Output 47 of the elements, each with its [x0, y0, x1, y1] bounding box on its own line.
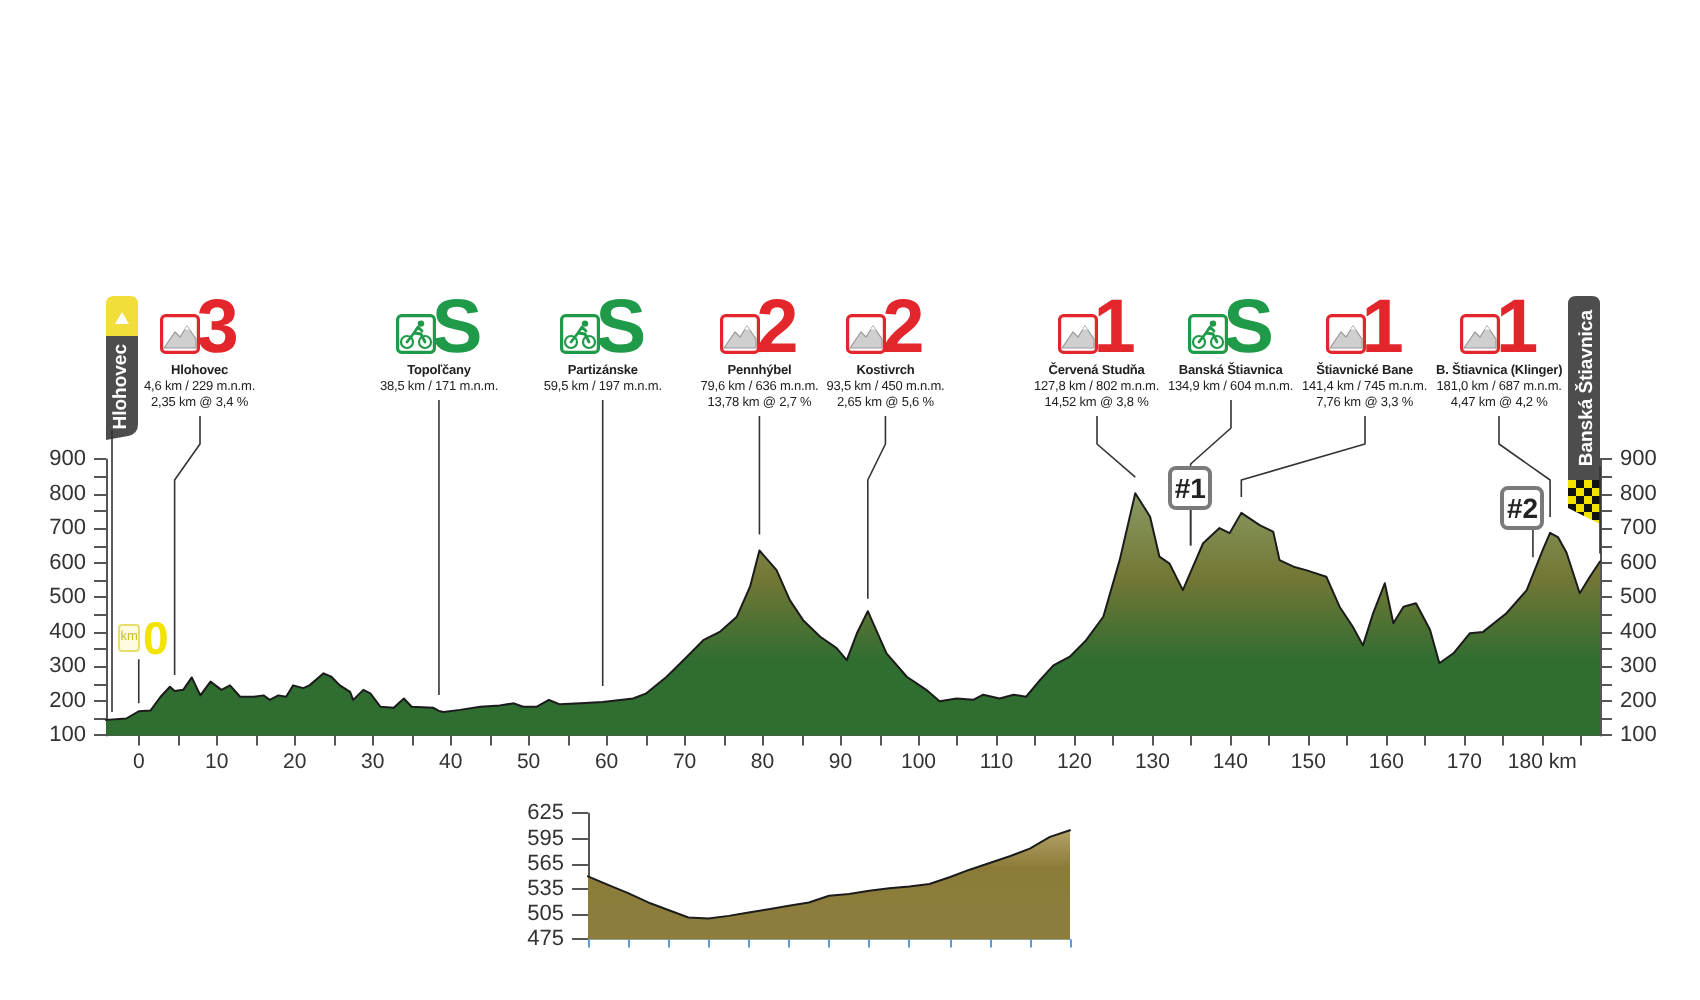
annotation: Banská Štiavnica [1575, 310, 1597, 467]
y-tick-label: 535 [527, 877, 564, 901]
x-tick-label: 110 [979, 750, 1014, 775]
x-tick-label: 40 [438, 750, 463, 775]
y-tick-label: 475 [527, 927, 564, 952]
x-tick-label: 160 [1368, 750, 1405, 775]
y2-tick-label: 200 [1620, 688, 1657, 713]
y-tick-label: 500 [49, 585, 86, 610]
y2-tick-label: 700 [1620, 516, 1657, 541]
y-tick-label: 400 [49, 619, 86, 644]
y-tick-label: 505 [527, 902, 564, 927]
y2-tick-label: 500 [1620, 585, 1657, 610]
x-tick-label: 130 [1134, 750, 1171, 775]
y-tick-label: 625 [527, 801, 564, 826]
x-tick-label: 180 km [1507, 750, 1578, 775]
x-tick-label: 10 [205, 750, 229, 775]
x-tick-label: 90 [828, 750, 853, 775]
annotation: #1 [1168, 465, 1212, 510]
y2-tick-label: 100 [1620, 723, 1657, 748]
y-tick-label: 700 [49, 516, 86, 541]
y2-tick-label: 300 [1620, 654, 1657, 679]
x-tick-label: 170 [1446, 750, 1483, 775]
y-tick-label: 565 [527, 851, 564, 876]
y2-tick-label: 600 [1620, 550, 1657, 575]
x-tick-label: 120 [1056, 750, 1093, 775]
y2-tick-label: 900 [1620, 447, 1657, 472]
x-tick-label: 140 [1212, 750, 1249, 775]
x-tick-label: 50 [516, 750, 541, 775]
y-tick-label: 800 [49, 481, 86, 506]
x-tick-label: 20 [283, 750, 307, 775]
x-tick-label: 100 [900, 750, 937, 775]
annotation: #2 [1500, 485, 1545, 530]
x-tick-label: 30 [360, 750, 385, 775]
x-tick-label: 80 [750, 750, 775, 775]
x-tick-label: 0 [132, 750, 145, 775]
annotation: Hlohovec [109, 344, 131, 430]
y-tick-label: 100 [49, 723, 86, 748]
x-tick-label: 70 [672, 750, 697, 775]
x-tick-label: 60 [594, 750, 619, 775]
y-tick-label: 300 [49, 654, 86, 679]
y2-tick-label: 400 [1620, 619, 1657, 644]
y-tick-label: 600 [49, 550, 86, 575]
y-tick-label: 200 [49, 688, 86, 713]
y-tick-label: 595 [527, 826, 564, 851]
y2-tick-label: 800 [1620, 481, 1657, 506]
y-tick-label: 900 [49, 447, 86, 472]
x-tick-label: 150 [1290, 750, 1327, 775]
